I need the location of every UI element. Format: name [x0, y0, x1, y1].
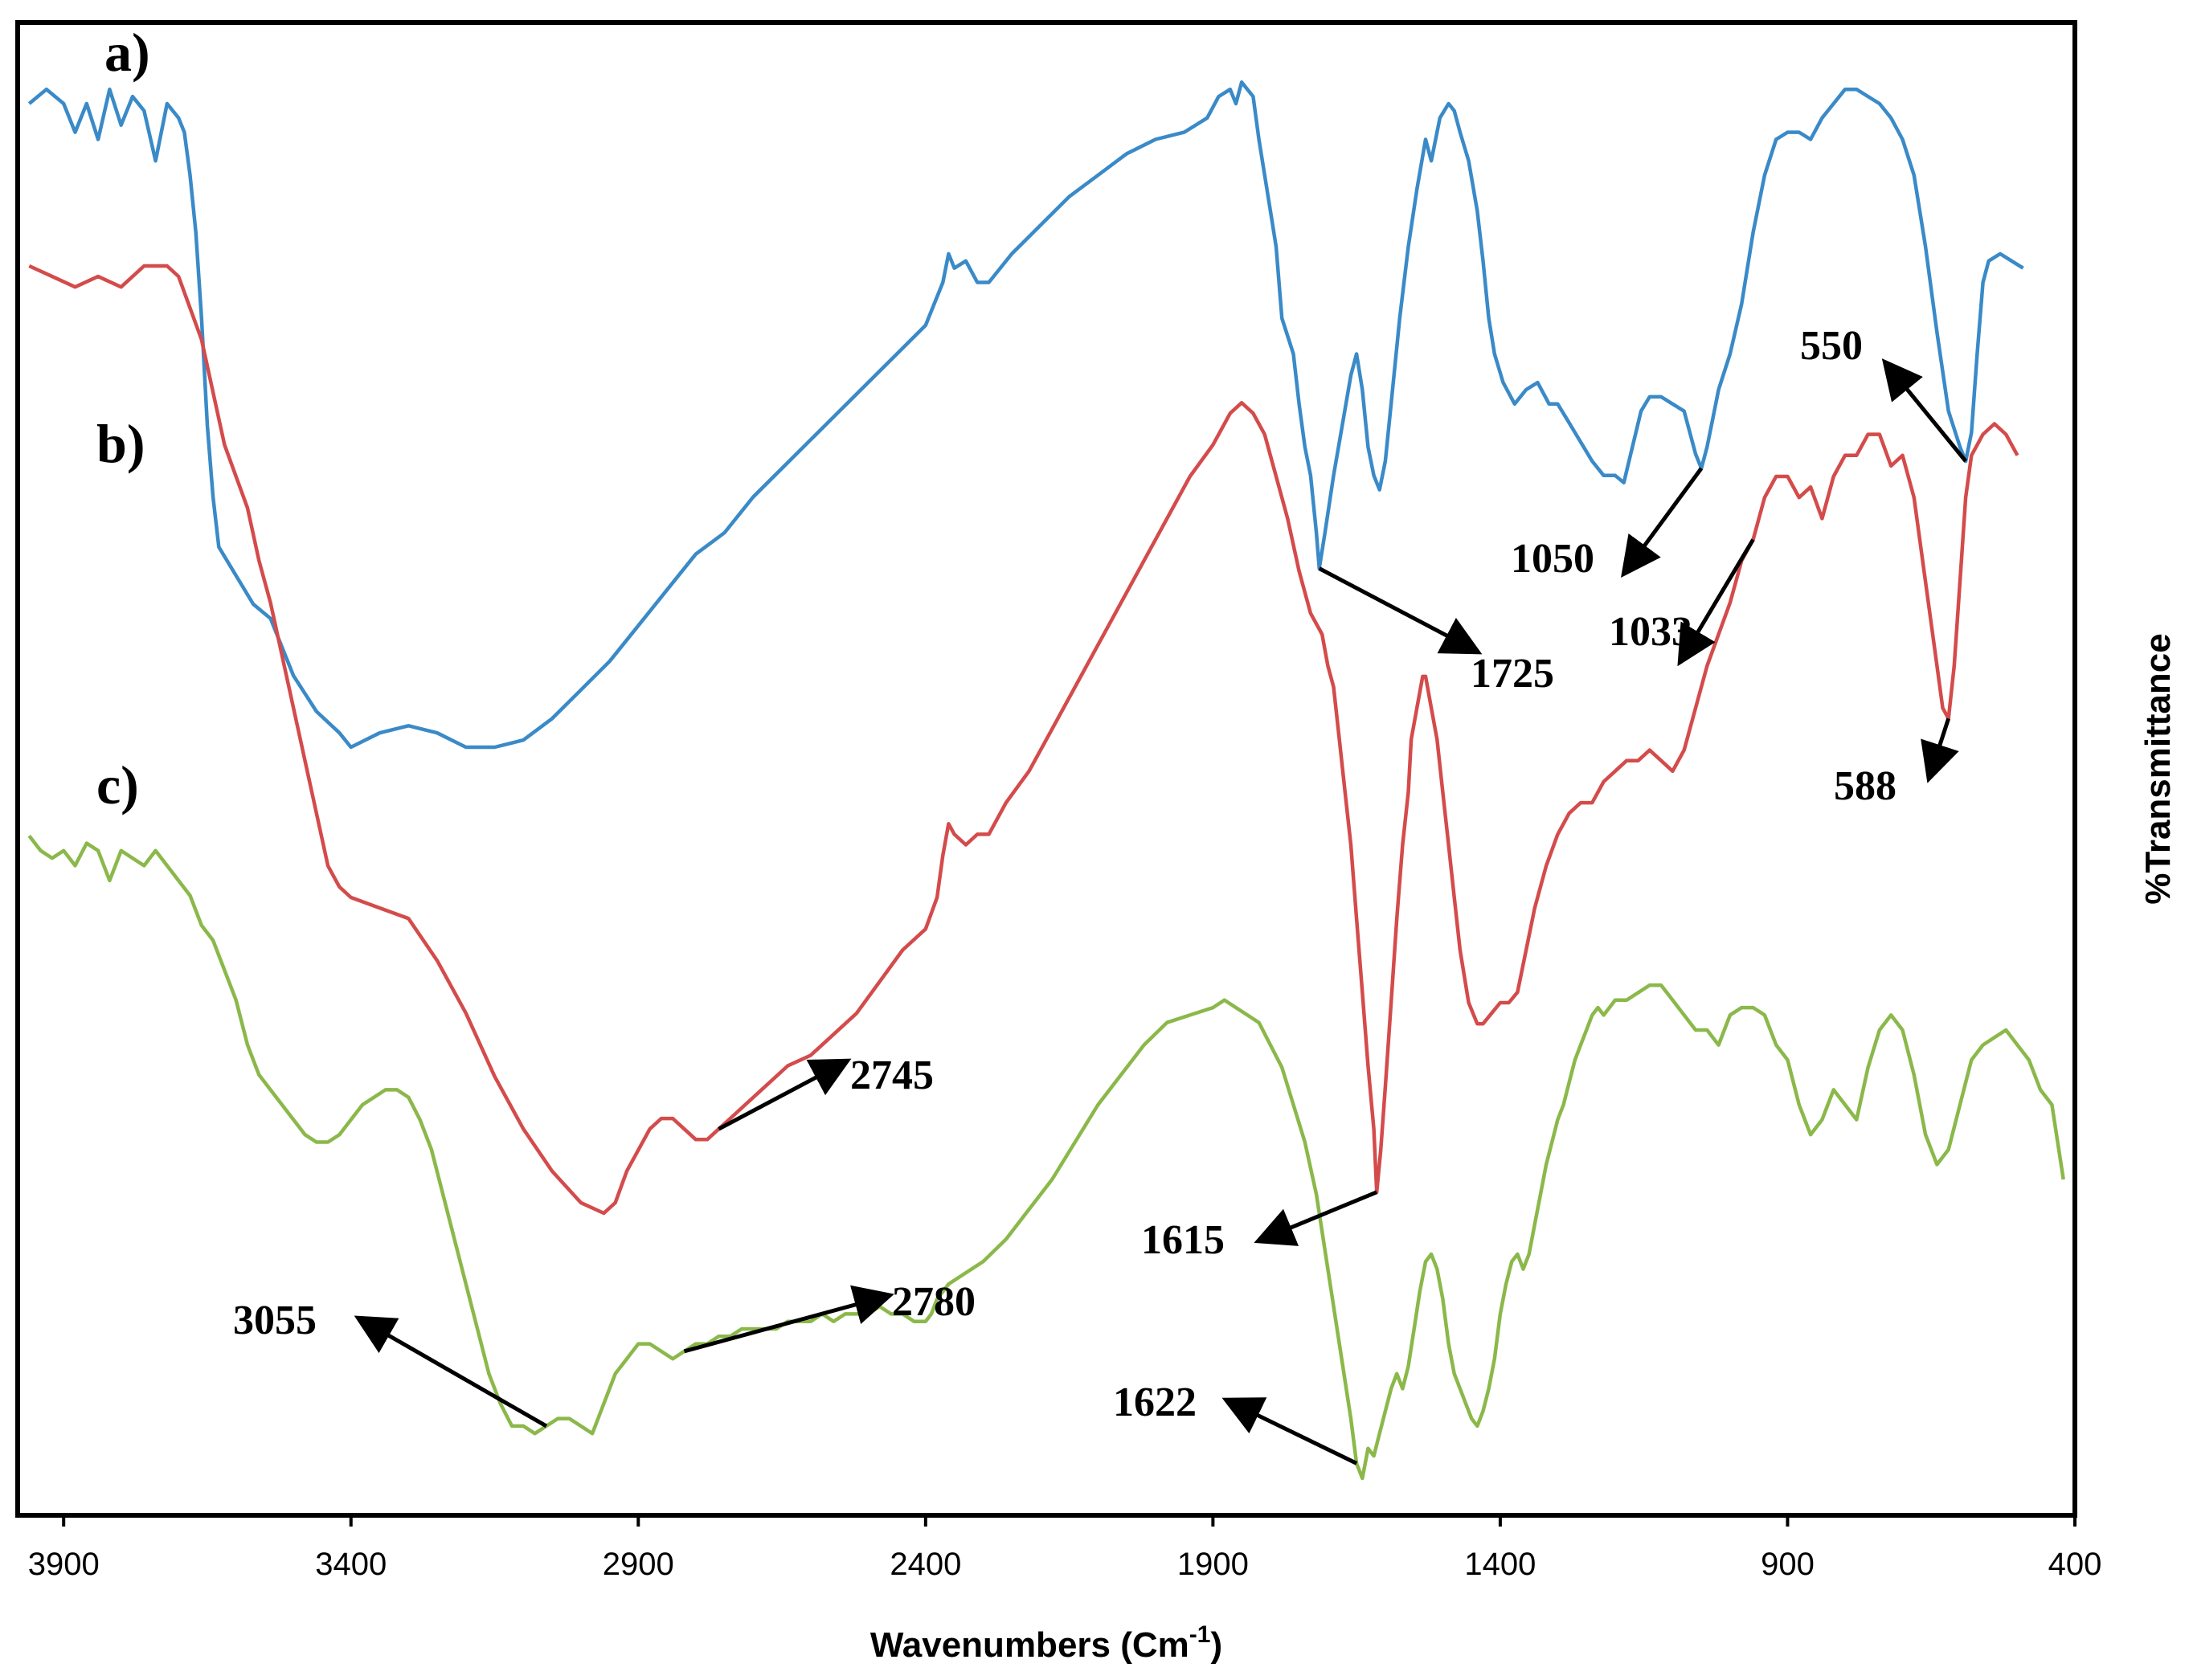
x-tick-label-3900: 3900 [28, 1547, 100, 1582]
x-tick-label-900: 900 [1761, 1547, 1815, 1582]
x-tick-label-1400: 1400 [1464, 1547, 1536, 1582]
x-tick-label-3400: 3400 [315, 1547, 387, 1582]
spectra-lines [27, 80, 2065, 1481]
x-axis-ticks: 3900 3400 2900 2400 1900 1400 900 400 [28, 1515, 2102, 1582]
panel-label-a: a) [104, 22, 150, 83]
annotation-1615: 1615 [1141, 1217, 1225, 1263]
annotation-1622: 1622 [1113, 1380, 1197, 1425]
annotation-588: 588 [1834, 763, 1896, 809]
arrow-3055 [354, 1315, 548, 1429]
series-line-a [27, 80, 2024, 750]
arrow-1615 [1254, 1190, 1378, 1246]
panel-label-b: b) [96, 413, 145, 474]
annotation-1033: 1033 [1609, 609, 1692, 655]
y-axis-title: %Transmittance [2138, 633, 2178, 904]
annotation-2745: 2745 [850, 1053, 934, 1098]
arrow-2745 [718, 1058, 852, 1131]
x-axis-title: Wavenumbers (Cm-1) [870, 1621, 1222, 1665]
arrow-1033 [1677, 538, 1755, 667]
arrow-550 [1881, 358, 1968, 463]
panel-label-c: c) [96, 754, 139, 815]
arrow-1622 [1221, 1397, 1358, 1465]
arrow-588 [1921, 717, 1959, 783]
x-tick-label-400: 400 [2048, 1547, 2102, 1582]
plot-frame [15, 20, 2077, 1518]
x-tick-label-2400: 2400 [890, 1547, 961, 1582]
series-line-b [28, 264, 2019, 1216]
annotation-550: 550 [1800, 323, 1863, 369]
annotation-2780: 2780 [892, 1279, 976, 1325]
x-tick-label-1900: 1900 [1177, 1547, 1249, 1582]
arrow-1050 [1621, 467, 1704, 578]
x-tick-label-2900: 2900 [603, 1547, 674, 1582]
annotation-1725: 1725 [1471, 651, 1554, 697]
annotation-1050: 1050 [1511, 536, 1594, 582]
peak-arrows [354, 358, 1968, 1465]
arrow-2780 [683, 1285, 894, 1354]
arrow-1725 [1318, 566, 1483, 655]
annotation-3055: 3055 [233, 1298, 317, 1343]
series-line-c [27, 834, 2065, 1481]
